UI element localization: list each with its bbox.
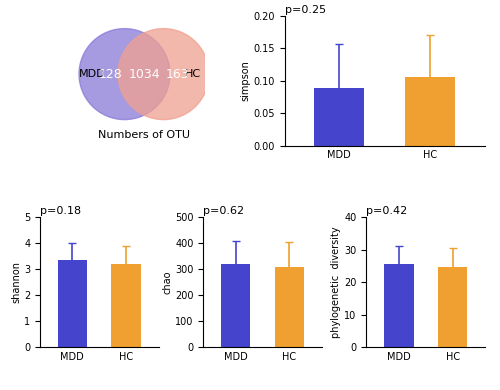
Text: 1034: 1034 bbox=[128, 67, 160, 81]
Text: HC: HC bbox=[185, 69, 201, 79]
Bar bbox=[384, 264, 414, 347]
Text: p=0.25: p=0.25 bbox=[285, 5, 326, 15]
Y-axis label: shannon: shannon bbox=[11, 261, 21, 303]
Bar bbox=[58, 260, 87, 347]
Bar bbox=[438, 268, 468, 347]
Bar bbox=[314, 89, 364, 145]
Bar bbox=[220, 264, 250, 347]
Text: MDD: MDD bbox=[79, 69, 106, 79]
Text: p=0.62: p=0.62 bbox=[203, 206, 244, 216]
Bar bbox=[112, 264, 141, 347]
Circle shape bbox=[118, 28, 209, 120]
Bar bbox=[274, 266, 304, 347]
Text: p=0.42: p=0.42 bbox=[366, 206, 408, 216]
Y-axis label: simpson: simpson bbox=[241, 60, 251, 101]
Bar bbox=[406, 77, 456, 145]
Text: Numbers of OTU: Numbers of OTU bbox=[98, 130, 190, 140]
Text: 163: 163 bbox=[166, 67, 190, 81]
Y-axis label: phylogenetic  diversity: phylogenetic diversity bbox=[332, 226, 342, 338]
Text: 128: 128 bbox=[98, 67, 122, 81]
Y-axis label: chao: chao bbox=[162, 270, 172, 294]
Circle shape bbox=[79, 28, 170, 120]
Text: p=0.18: p=0.18 bbox=[40, 206, 81, 216]
